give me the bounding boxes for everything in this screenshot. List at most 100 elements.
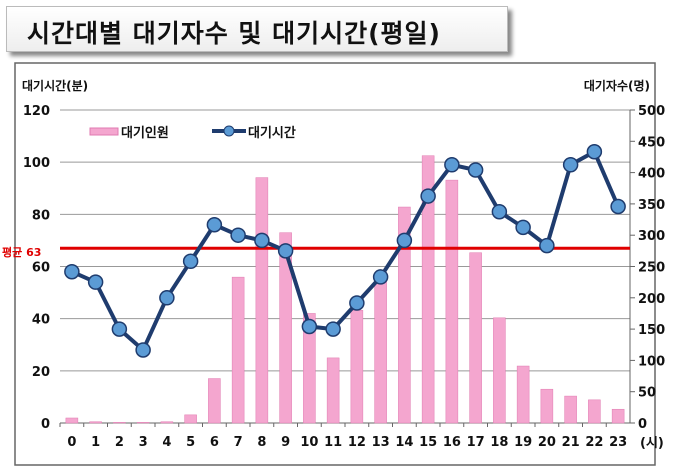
x-tick-label: 17 [467,435,485,450]
x-tick-label: 2 [115,435,124,450]
x-tick-label: 21 [562,435,580,450]
right-axis-title: 대기자수(명) [584,78,650,93]
x-tick-label: 0 [67,435,76,450]
bar [398,206,411,424]
line-point [491,203,508,220]
right-tick-label: 150 [638,323,665,338]
x-tick-label: 1 [91,435,100,450]
x-tick-label: 15 [419,435,437,450]
chart-title: 시간대별 대기자수 및 대기시간(평일) [27,19,441,48]
line-point [349,295,365,311]
right-tick-label: 50 [638,386,656,401]
left-tick-label: 0 [41,417,50,432]
bar [540,388,554,424]
bar [231,276,245,424]
line-point [230,227,246,243]
line-point [610,198,626,215]
line-point [396,232,413,249]
x-tick-label: 16 [443,435,461,450]
x-tick-label: 22 [585,435,603,450]
x-tick-label: 4 [162,435,171,450]
bar [65,417,79,424]
bar [588,399,601,424]
line-point [539,237,555,254]
bar [160,421,174,424]
bar [113,422,126,424]
line-point [467,162,484,178]
line-point [182,253,199,270]
x-tick-label: 3 [139,435,148,450]
right-tick-label: 0 [638,417,647,432]
bar [611,408,625,424]
line-point [444,157,460,173]
line-point [372,269,389,285]
left-tick-label: 40 [32,313,50,328]
line-point [562,157,579,173]
bar [326,357,340,424]
line-point [64,263,80,280]
line-point [135,342,151,358]
bar [516,365,530,424]
bar [350,310,364,424]
bar [255,177,269,424]
line-point [159,290,175,306]
legend-bar-label: 대기인원 [121,125,169,141]
bar [208,378,221,424]
bar [469,252,482,424]
line-point [254,232,270,249]
x-tick-label: 23 [609,435,627,450]
x-tick-label: 7 [234,435,243,450]
x-tick-label: 8 [257,435,266,450]
left-tick-label: 20 [32,365,50,380]
bar [303,313,316,424]
bar [136,422,150,424]
x-axis-title: (시) [640,436,664,451]
bar [89,421,102,424]
line-point [586,143,603,160]
line-point [111,321,128,337]
right-tick-label: 300 [638,229,665,244]
line-point [87,274,104,290]
right-tick-label: 500 [638,104,665,119]
left-tick-label: 120 [23,104,50,119]
right-tick-label: 450 [638,135,665,150]
legend-line-label: 대기시간 [248,125,296,141]
x-tick-label: 6 [210,435,219,450]
title-box: 시간대별 대기자수 및 대기시간(평일) [6,6,508,52]
line-point [515,219,531,236]
right-tick-label: 200 [638,292,665,307]
bar [184,414,197,424]
x-tick-label: 18 [490,435,508,450]
x-tick-label: 9 [281,435,290,450]
bar [493,317,506,424]
bar [445,179,459,424]
x-tick-label: 14 [395,435,413,450]
bar [564,395,577,424]
x-tick-label: 5 [186,435,195,450]
line-point [301,318,318,335]
left-tick-label: 80 [32,208,50,223]
bar [279,232,292,424]
left-tick-label: 100 [23,156,50,171]
line-point [420,188,436,204]
x-tick-label: 12 [348,435,366,450]
bar [374,278,387,424]
line-point [325,321,341,337]
x-tick-label: 11 [324,435,342,450]
x-tick-label: 20 [538,435,556,450]
legend-line-marker [223,125,235,137]
right-tick-label: 250 [638,261,665,276]
x-tick-label: 10 [300,435,318,450]
bar [421,155,435,424]
x-tick-label: 13 [372,435,390,450]
x-tick-label: 19 [514,435,532,450]
left-tick-label: 60 [32,261,50,276]
right-tick-label: 350 [638,198,665,213]
line-point [277,243,294,259]
right-tick-label: 400 [638,167,665,182]
legend-bar-swatch [89,127,119,136]
line-point [206,217,223,233]
left-axis-title: 대기시간(분) [22,78,88,93]
right-tick-label: 100 [638,354,665,369]
